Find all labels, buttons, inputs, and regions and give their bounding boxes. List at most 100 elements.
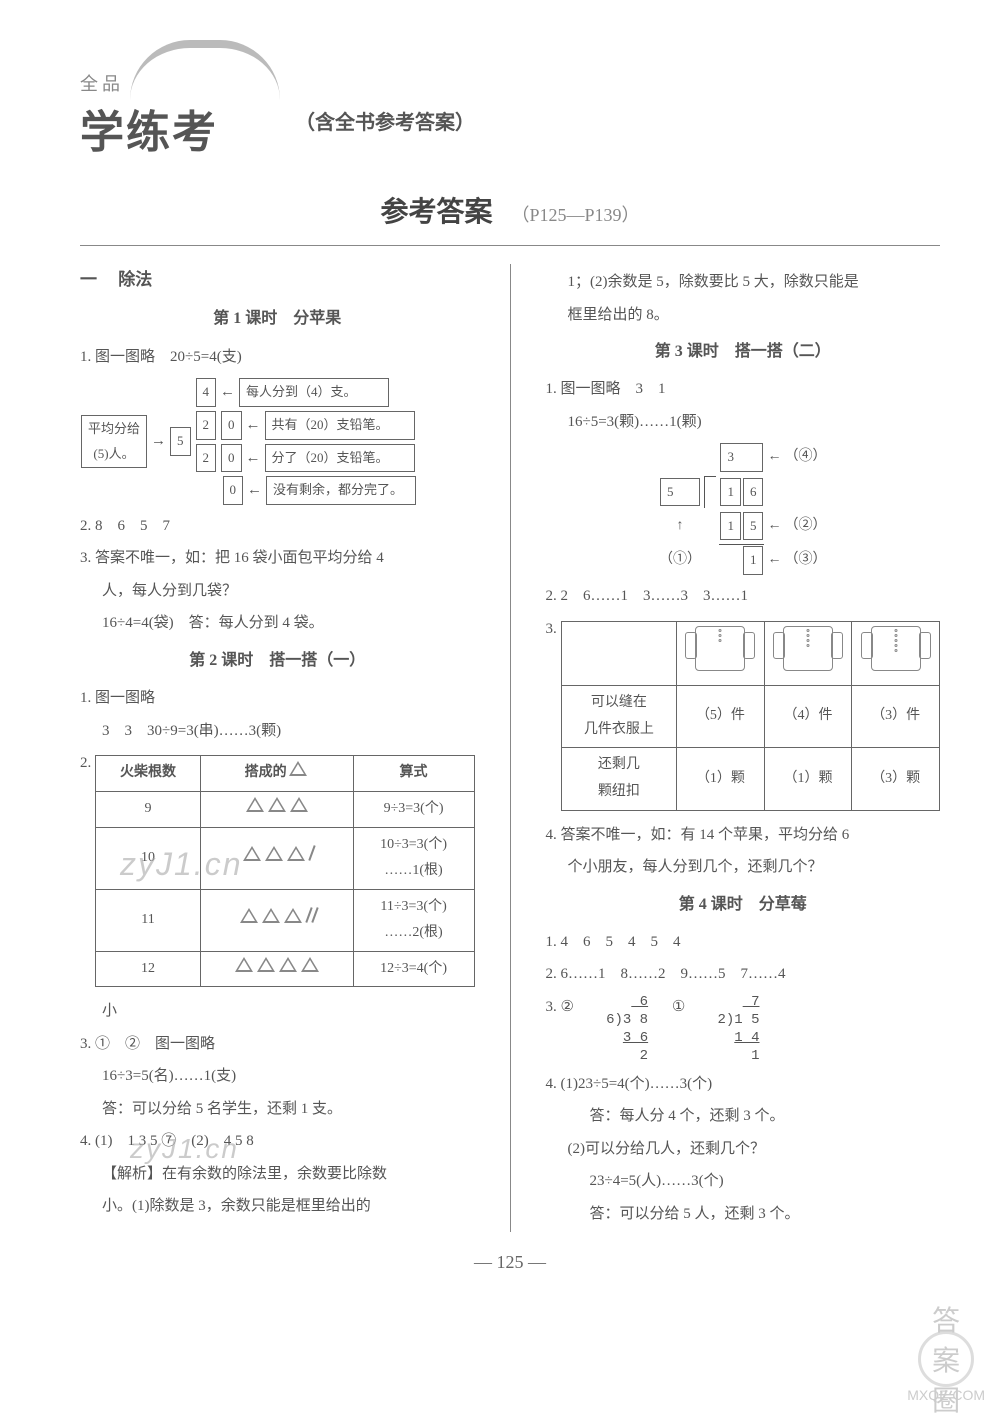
section-heading: 一 除法	[80, 264, 475, 296]
l1-q3c: 16÷4=4(袋) 答：每人分到 4 袋。	[80, 609, 475, 638]
arrow-icon: ←	[246, 444, 261, 473]
longdiv-2: 7 2)1 5 1 4 1	[709, 993, 759, 1066]
td: （1）颗	[764, 748, 852, 810]
l3-q4a: 4. 答案不唯一，如：有 14 个苹果，平均分给 6	[545, 821, 940, 850]
arrow-icon: ←	[767, 513, 781, 540]
main-title: 参考答案	[380, 197, 492, 228]
shirt-icon	[871, 626, 921, 671]
td: 9	[96, 791, 200, 827]
l2-table: 火柴根数 搭成的 算式 9 9÷3=3(个) 10 10÷3=3(个) ……1(…	[95, 755, 474, 987]
diag-r3a: 2	[196, 444, 217, 473]
page-number-row: — 125 —	[80, 1252, 940, 1273]
td: 可以缝在 几件衣服上	[561, 686, 676, 748]
triangle-icon	[265, 846, 283, 861]
lesson2-title: 第 2 课时 搭一搭（一）	[80, 646, 475, 676]
longdiv-1: 6 6)3 8 3 6 2	[598, 993, 648, 1066]
label: （①）	[659, 547, 701, 574]
brand: 全品 学练考	[80, 40, 280, 160]
td	[200, 827, 353, 889]
brand-sub: （含全书参考答案）	[295, 106, 475, 135]
arrow-icon: ←	[767, 444, 781, 471]
main-title-row: 参考答案 （P125—P139）	[80, 190, 940, 230]
section-title: 除法	[118, 270, 152, 289]
l1-q1: 1. 图一图略 20÷5=4(支)	[80, 343, 475, 372]
box: 1	[720, 478, 741, 507]
l4-q4c: (2)可以分给几人，还剩几个？	[545, 1135, 940, 1164]
brand-small: 全品	[80, 70, 280, 96]
q3b-label: ①	[672, 999, 685, 1015]
triangle-icon	[301, 957, 319, 972]
diag-r3b: 0	[221, 444, 242, 473]
l4-q4e: 答：可以分给 5 人，还剩 3 个。	[545, 1200, 940, 1229]
label: （③）	[784, 547, 826, 574]
td: 9÷3=3(个)	[353, 791, 474, 827]
td: 12÷3=4(个)	[353, 951, 474, 987]
column-left: 一 除法 第 1 课时 分苹果 1. 图一图略 20÷5=4(支) 平均分给 (…	[80, 264, 475, 1232]
columns: 一 除法 第 1 课时 分苹果 1. 图一图略 20÷5=4(支) 平均分给 (…	[80, 264, 940, 1232]
l1-diagram: 平均分给 (5)人。 → 5 4 ← 每人分到（4）支。 2 0 ← 共有（20…	[80, 377, 475, 506]
diag-r2c: 共有（20）支铅笔。	[265, 411, 415, 440]
l4-q2: 2. 6……1 8……2 9……5 7……4	[545, 960, 940, 989]
lesson4-title: 第 4 课时 分草莓	[545, 890, 940, 920]
box: 3	[720, 443, 763, 472]
box: 1	[720, 512, 741, 541]
label: （④）	[784, 444, 826, 471]
l2-q3a: 3. ① ② 图一图略	[80, 1030, 475, 1059]
td: 11	[96, 889, 200, 951]
triangle-icon	[262, 908, 280, 923]
shirt-icon	[695, 626, 745, 671]
td	[200, 951, 353, 987]
td	[200, 889, 353, 951]
diag-r4b: 没有剩余，都分完了。	[266, 476, 416, 505]
triangle-icon	[240, 908, 258, 923]
th-text: 搭成的	[245, 765, 287, 780]
l3-table: 可以缝在 几件衣服上 （5）件 （4）件 （3）件 还剩几 颗纽扣 （1）颗 （…	[561, 621, 940, 811]
arrow-icon: ←	[220, 378, 235, 407]
shirt-icon	[783, 626, 833, 671]
th: 算式	[353, 756, 474, 792]
l3-q1a: 1. 图一图略 3 1	[545, 375, 940, 404]
section-no: 一	[80, 270, 97, 289]
l4-q4d: 23÷4=5(人)……3(个)	[545, 1167, 940, 1196]
triangle-icon	[243, 846, 261, 861]
td: （4）件	[764, 686, 852, 748]
td	[200, 791, 353, 827]
td: 12	[96, 951, 200, 987]
td-blank	[561, 621, 676, 686]
l2-q4a: 4. (1) 1 3 5 ⑦ (2) 4 5 8	[80, 1127, 475, 1156]
diag-r3c: 分了（20）支铅笔。	[265, 444, 415, 473]
arrow-icon: ←	[767, 547, 781, 574]
label: （②）	[784, 513, 826, 540]
l4-q4a: 4. (1)23÷5=4(个)……3(个)	[545, 1070, 940, 1099]
rule	[80, 245, 940, 246]
l2-q3c: 答：可以分给 5 名学生，还剩 1 支。	[80, 1095, 475, 1124]
box: 1	[743, 546, 764, 575]
l2-q4c: 小。(1)除数是 3，余数只能是框里给出的	[80, 1192, 475, 1221]
td-shirt	[852, 621, 940, 686]
l3-q4b: 个小朋友，每人分到几个，还剩几个？	[545, 853, 940, 882]
triangle-icon	[257, 957, 275, 972]
triangle-icon	[235, 957, 253, 972]
l3-q2: 2. 2 6……1 3……3 3……1	[545, 582, 940, 611]
td: 10	[96, 827, 200, 889]
arrow-icon: ↑	[659, 513, 701, 540]
td: （1）颗	[677, 748, 765, 810]
l1-q3b: 人，每人分到几袋？	[80, 577, 475, 606]
page-number: 125	[497, 1252, 524, 1272]
stick-icon	[308, 845, 315, 861]
l2-q4b: 【解析】在有余数的除法里，余数要比除数	[80, 1160, 475, 1189]
l4-q3: 3. ② 6 6)3 8 3 6 2 ① 7 2)1 5 1 4 1	[545, 993, 940, 1066]
l1-q3a: 3. 答案不唯一，如：把 16 袋小面包平均分给 4	[80, 544, 475, 573]
bracket-icon	[704, 476, 717, 508]
box: 5	[660, 478, 700, 507]
r-cont1: 1；(2)余数是 5，除数要比 5 大，除数只能是	[545, 268, 940, 297]
l4-q1: 1. 4 6 5 4 5 4	[545, 928, 940, 957]
l1-q2: 2. 8 6 5 7	[80, 512, 475, 541]
box: 6	[743, 478, 764, 507]
l3-q3-num: 3.	[545, 615, 556, 644]
td-shirt	[677, 621, 765, 686]
column-divider	[510, 264, 511, 1232]
diag-r2a: 2	[196, 411, 217, 440]
arrow-icon: ←	[247, 476, 262, 505]
triangle-icon	[290, 797, 308, 812]
